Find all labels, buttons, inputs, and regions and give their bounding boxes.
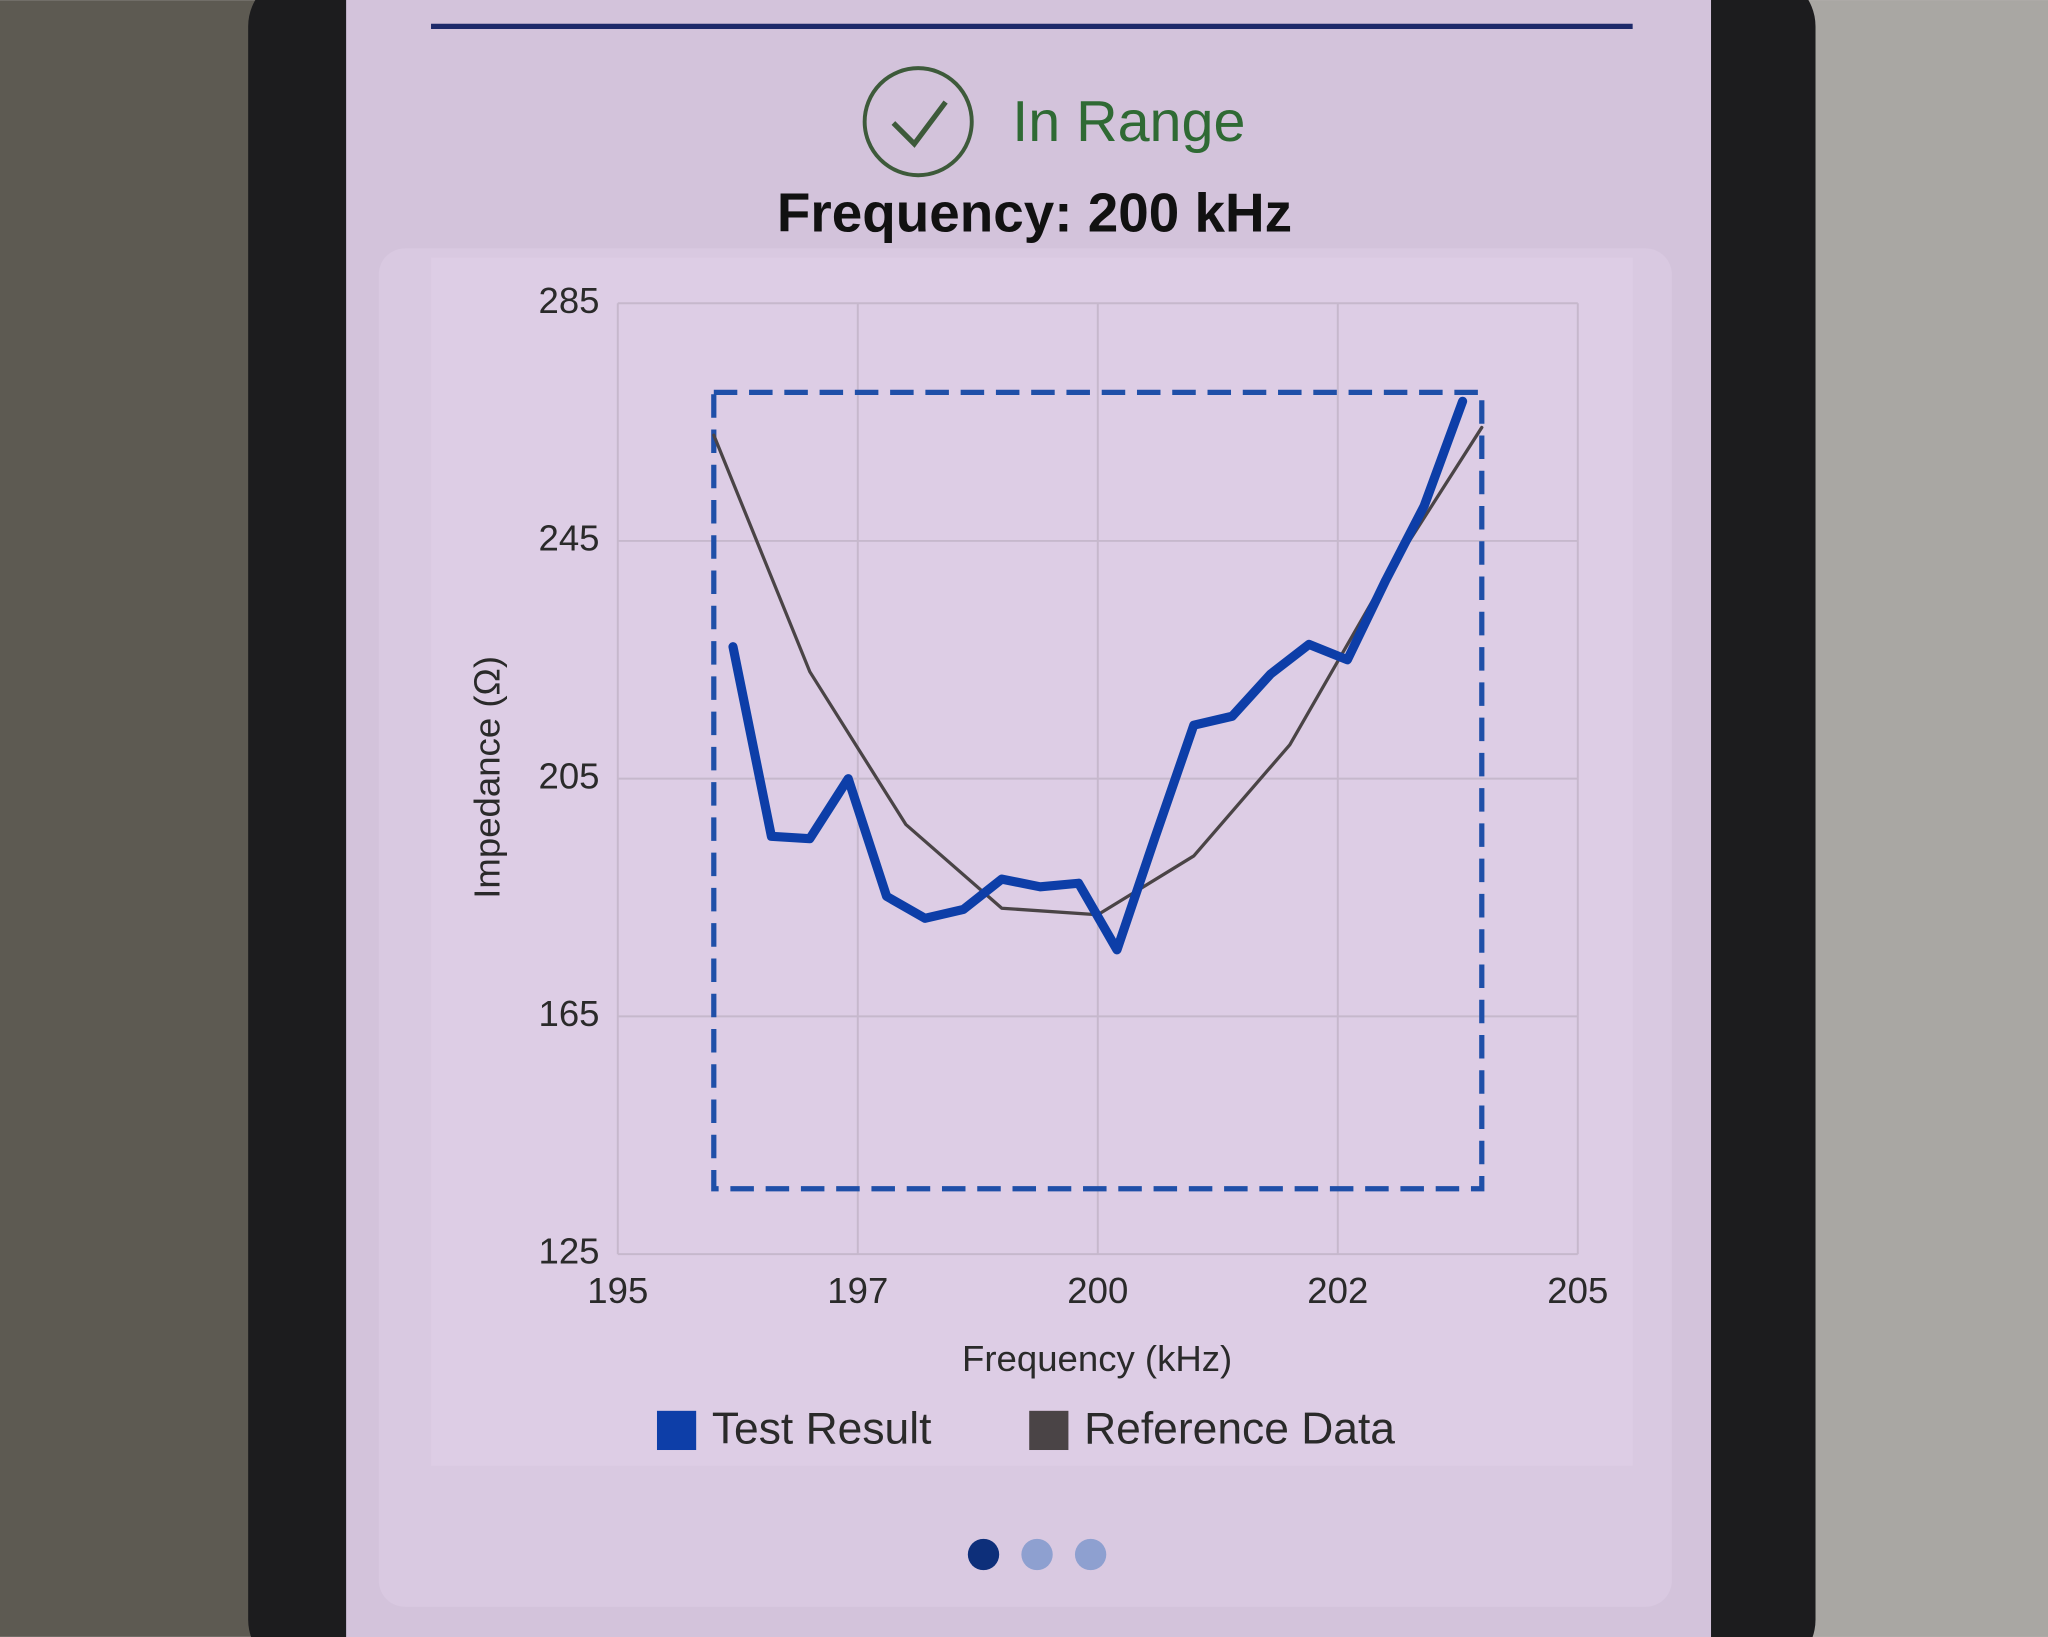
y-tick-label: 205 [538,755,599,796]
x-tick-label: 200 [1067,1270,1128,1311]
x-tick-label: 197 [827,1270,888,1311]
page-dot[interactable] [1021,1538,1053,1571]
range-box [711,389,1485,1192]
y-tick-label: 165 [538,993,599,1034]
x-tick-label: 202 [1307,1270,1368,1311]
surface [0,0,262,1637]
surface [1802,0,2048,1637]
status-text: In Range [1012,90,1245,154]
legend-swatch [656,1410,697,1451]
legend-label: Reference Data [1084,1404,1395,1453]
x-tick-label: 205 [1547,1270,1608,1311]
heading: Frequency: 200 kHz [777,182,1292,244]
y-tick-label: 245 [538,518,599,559]
x-tick-label: 195 [587,1270,648,1311]
check-mark [891,100,948,148]
legend-label: Test Result [712,1404,932,1453]
x-axis-label: Frequency (kHz) [962,1338,1232,1379]
y-axis-label: Impedance (Ω) [466,656,507,899]
y-tick-label: 125 [538,1231,599,1272]
page-dot[interactable] [967,1538,1000,1571]
page-dot[interactable] [1074,1538,1107,1571]
chart-panel [431,257,1633,1466]
chart: Frequency (kHz) Impedance (Ω) 125 165 205 2… [466,280,1608,1454]
status-icon [862,66,974,178]
series-line [728,396,1468,955]
y-tick-label: 285 [538,280,599,321]
legend-swatch [1029,1410,1069,1451]
